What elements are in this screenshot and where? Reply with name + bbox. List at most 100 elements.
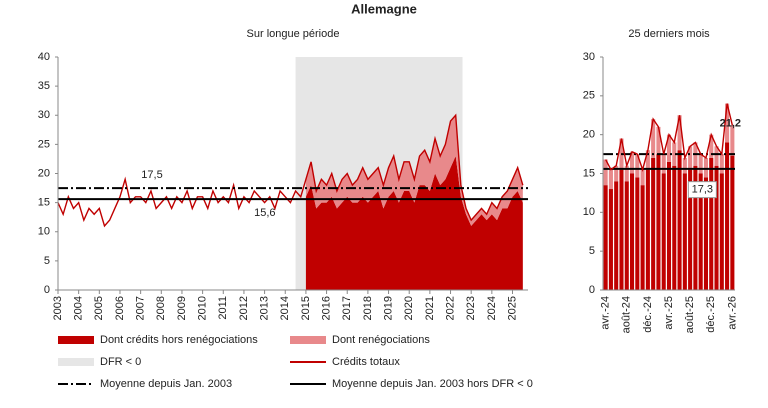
bar <box>682 157 687 174</box>
x-tick-label: 2022 <box>444 296 456 320</box>
bar <box>645 169 650 290</box>
legend-swatch <box>58 336 94 344</box>
bar <box>698 154 703 174</box>
x-tick-label: 2024 <box>486 296 498 320</box>
x-tick-label: 2009 <box>176 296 188 320</box>
x-tick-label: déc.-25 <box>705 296 717 333</box>
x-tick-label: 2011 <box>217 296 229 320</box>
bar <box>730 155 735 290</box>
x-tick-label: 2017 <box>341 296 353 320</box>
bar <box>672 142 677 166</box>
x-tick-label: 2007 <box>135 296 147 320</box>
bar <box>688 146 693 170</box>
bar <box>682 173 687 290</box>
y-tick-label: 15 <box>583 167 595 179</box>
x-tick-label: 2012 <box>238 296 250 320</box>
legend-label: Dont renégociations <box>332 334 430 346</box>
x-tick-label: 2020 <box>403 296 415 320</box>
bar <box>603 185 608 290</box>
x-tick-label: déc.-24 <box>642 296 654 333</box>
x-tick-label: 2023 <box>465 296 477 320</box>
x-tick-label: 2015 <box>300 296 312 320</box>
legend-label: Dont crédits hors renégociations <box>100 334 258 346</box>
bar <box>666 134 672 162</box>
bar <box>619 169 624 290</box>
bar <box>614 181 619 290</box>
chart-title: 25 derniers mois <box>628 28 710 40</box>
bar <box>635 154 640 178</box>
bar <box>603 159 608 186</box>
legend-swatch <box>290 336 326 344</box>
reference-label: 17,5 <box>141 169 162 181</box>
bar <box>661 173 666 290</box>
bar <box>656 126 661 155</box>
page-title: Allemagne <box>351 1 417 16</box>
chart-title: Sur longue période <box>247 28 340 40</box>
y-tick-label: 10 <box>583 206 595 218</box>
bar <box>630 173 635 290</box>
bar <box>703 177 708 290</box>
bar <box>651 157 656 290</box>
y-tick-label: 30 <box>38 109 50 121</box>
y-tick-label: 25 <box>583 90 595 102</box>
bar <box>656 154 661 290</box>
bar <box>703 157 708 178</box>
legend-swatch <box>58 358 94 366</box>
x-tick-label: 2013 <box>258 296 270 320</box>
x-tick-label: 2018 <box>362 296 374 320</box>
x-tick-label: 2019 <box>382 296 394 320</box>
x-tick-label: août-24 <box>621 296 633 333</box>
bar <box>608 169 613 190</box>
x-tick-label: avr.-26 <box>726 296 738 330</box>
x-tick-label: 2003 <box>52 296 64 320</box>
y-tick-label: 20 <box>583 129 595 141</box>
bar <box>608 189 613 290</box>
y-tick-label: 35 <box>38 80 50 92</box>
y-tick-label: 5 <box>589 245 595 257</box>
x-tick-label: avr.-24 <box>600 296 612 330</box>
line <box>605 103 734 173</box>
x-tick-label: 2006 <box>114 296 126 320</box>
y-tick-label: 10 <box>38 226 50 238</box>
legend-label: Moyenne depuis Jan. 2003 hors DFR < 0 <box>332 378 533 390</box>
bar <box>624 165 629 182</box>
y-tick-label: 20 <box>38 167 50 179</box>
bar <box>709 134 714 158</box>
bar <box>677 115 682 151</box>
bar <box>714 165 719 290</box>
bar <box>672 165 677 290</box>
bar <box>635 177 640 290</box>
x-tick-label: 2004 <box>73 296 85 320</box>
bar <box>645 150 650 170</box>
x-tick-label: 2025 <box>506 296 518 320</box>
bar <box>630 151 635 174</box>
stacked-area <box>305 156 523 290</box>
label-box <box>687 181 717 199</box>
x-tick-label: août-25 <box>684 296 696 333</box>
legend-label: Crédits totaux <box>332 356 400 368</box>
y-tick-label: 15 <box>38 197 50 209</box>
y-tick-label: 40 <box>38 51 50 63</box>
bar <box>725 103 730 143</box>
y-tick-label: 0 <box>589 284 595 296</box>
x-tick-label: 2016 <box>320 296 332 320</box>
bar <box>693 165 698 290</box>
legend-label: Moyenne depuis Jan. 2003 <box>100 378 232 390</box>
x-tick-label: 2008 <box>155 296 167 320</box>
bar <box>730 125 735 156</box>
bar <box>709 157 714 290</box>
x-tick-label: 2021 <box>424 296 436 320</box>
y-tick-label: 25 <box>38 138 50 150</box>
bar <box>698 173 703 290</box>
bar <box>624 181 629 290</box>
line <box>57 113 524 228</box>
bar <box>614 165 619 182</box>
x-tick-label: 2014 <box>279 296 291 320</box>
bar <box>677 150 682 290</box>
x-tick-label: 2005 <box>93 296 105 320</box>
value-label: 17,3 <box>692 184 713 196</box>
bar <box>640 185 645 290</box>
bar <box>661 154 666 174</box>
reference-label: 15,6 <box>254 207 275 219</box>
bar <box>688 169 693 290</box>
